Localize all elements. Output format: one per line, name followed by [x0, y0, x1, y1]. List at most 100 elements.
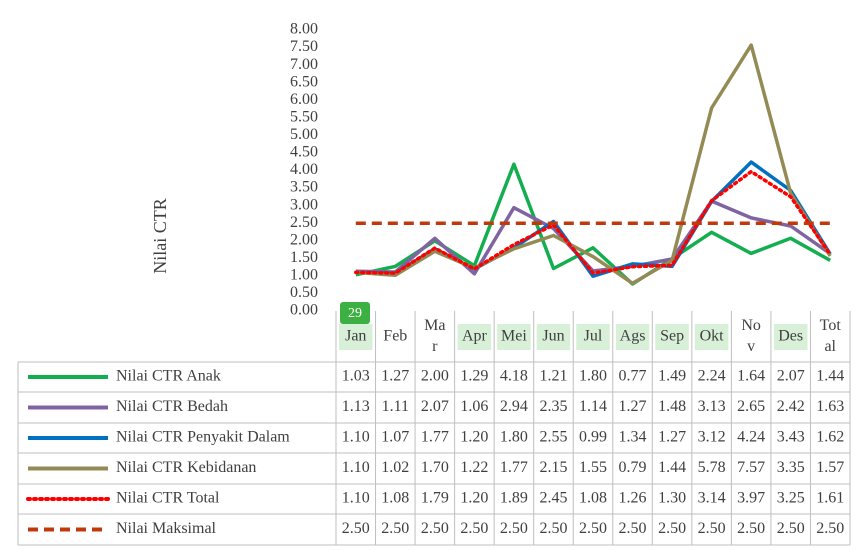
- data-label: 2.50: [539, 520, 567, 537]
- data-label: 2.50: [816, 520, 844, 537]
- data-label: 2.15: [539, 459, 567, 476]
- data-label: 2.50: [381, 520, 409, 537]
- data-label: 1.44: [816, 368, 844, 385]
- data-label: 1.27: [381, 368, 409, 385]
- x-tick-label: Ags: [620, 328, 646, 345]
- data-label: 1.64: [737, 368, 765, 385]
- data-label: 1.13: [342, 398, 370, 415]
- y-tick-label: 5.00: [290, 126, 318, 143]
- header-highlight: [497, 324, 531, 350]
- series-line: [355, 162, 832, 286]
- data-label: 2.50: [342, 520, 370, 537]
- data-label: 3.13: [698, 398, 726, 415]
- data-label: 2.65: [737, 398, 765, 415]
- data-label: 2.50: [658, 520, 686, 537]
- header-highlight: [655, 324, 689, 350]
- legend-label: Nilai Maksimal: [116, 520, 217, 537]
- x-tick-label: Okt: [700, 328, 725, 345]
- data-label: 1.10: [342, 490, 370, 507]
- x-tick-label-part: Ma: [424, 317, 445, 334]
- x-tick-label-part: No: [741, 317, 761, 334]
- y-tick-label: 0.00: [290, 302, 318, 319]
- y-tick-label: 7.00: [290, 56, 318, 73]
- y-tick-label: 0.50: [290, 284, 318, 301]
- data-label: 2.55: [539, 429, 567, 446]
- data-label: 1.57: [816, 459, 844, 476]
- header-highlight: [615, 324, 650, 350]
- y-tick-label: 2.00: [290, 231, 318, 248]
- y-tick-label: 6.50: [290, 73, 318, 90]
- data-label: 2.50: [421, 520, 449, 537]
- data-label: 2.50: [619, 520, 647, 537]
- data-label: 2.00: [421, 368, 449, 385]
- data-label: 3.25: [777, 490, 805, 507]
- data-label: 3.43: [777, 429, 805, 446]
- x-tick-label: Sep: [660, 328, 684, 345]
- header-highlight: [457, 324, 492, 350]
- data-label: 1.26: [619, 490, 647, 507]
- data-label: 1.10: [342, 459, 370, 476]
- data-label: 2.50: [579, 520, 607, 537]
- header-highlight: [339, 324, 373, 350]
- data-label: 1.80: [500, 429, 528, 446]
- data-label: 4.24: [737, 429, 765, 446]
- data-label: 3.12: [698, 429, 726, 446]
- data-label: 2.07: [421, 398, 449, 415]
- data-label: 2.24: [698, 368, 726, 385]
- data-label: 4.18: [500, 368, 528, 385]
- y-tick-label: 8.00: [290, 21, 318, 38]
- x-tick-label-part: al: [824, 338, 836, 355]
- data-label: 3.35: [777, 459, 805, 476]
- y-tick-label: 6.00: [290, 91, 318, 108]
- data-label: 1.77: [500, 459, 528, 476]
- data-label: 1.30: [658, 490, 686, 507]
- legend-label: Nilai CTR Anak: [116, 368, 221, 385]
- y-tick-label: 4.00: [290, 161, 318, 178]
- data-label: 1.14: [579, 398, 607, 415]
- data-label: 1.29: [460, 368, 488, 385]
- data-label: 2.07: [777, 368, 805, 385]
- data-label: 1.70: [421, 459, 449, 476]
- x-tick-label: Ma r: [424, 317, 445, 355]
- data-label: 1.22: [460, 459, 488, 476]
- data-label: 2.50: [777, 520, 805, 537]
- data-label: 1.89: [500, 490, 528, 507]
- data-label: 1.06: [460, 398, 488, 415]
- data-label: 1.61: [816, 490, 844, 507]
- y-tick-label: 7.50: [290, 38, 318, 55]
- y-tick-label: 1.50: [290, 249, 318, 266]
- data-label: 5.78: [698, 459, 726, 476]
- data-label: 1.03: [342, 368, 370, 385]
- data-label: 2.45: [539, 490, 567, 507]
- legend-label: Nilai CTR Total: [116, 490, 220, 507]
- y-axis-title: Nilai CTR: [150, 198, 170, 274]
- legend-label: Nilai CTR Kebidanan: [116, 459, 256, 476]
- data-label: 1.77: [421, 429, 449, 446]
- data-label: 1.27: [619, 398, 647, 415]
- data-label: 7.57: [737, 459, 765, 476]
- data-label: 1.55: [579, 459, 607, 476]
- y-tick-label: 5.50: [290, 108, 318, 125]
- data-label: 1.49: [658, 368, 686, 385]
- x-tick-label: Apr: [462, 328, 488, 345]
- data-label: 0.79: [619, 459, 647, 476]
- data-label: 1.07: [381, 429, 409, 446]
- y-tick-label: 1.00: [290, 267, 318, 284]
- x-tick-label-part: Tot: [820, 317, 842, 334]
- x-tick-label: Jul: [584, 328, 603, 345]
- data-label: 1.02: [381, 459, 409, 476]
- data-label: 3.14: [698, 490, 726, 507]
- legend-label: Nilai CTR Penyakit Dalam: [116, 429, 290, 446]
- data-label: 1.62: [816, 429, 844, 446]
- x-tick-label-part: v: [747, 338, 755, 355]
- data-label: 2.42: [777, 398, 805, 415]
- badge-bg: [340, 302, 370, 324]
- y-tick-label: 3.00: [290, 196, 318, 213]
- y-tick-label: 3.50: [290, 179, 318, 196]
- y-tick-label: 4.50: [290, 144, 318, 161]
- data-label: 1.27: [658, 429, 686, 446]
- data-label: 2.50: [460, 520, 488, 537]
- data-label: 1.20: [460, 429, 488, 446]
- header-highlight: [694, 324, 729, 350]
- series-line: [354, 169, 832, 275]
